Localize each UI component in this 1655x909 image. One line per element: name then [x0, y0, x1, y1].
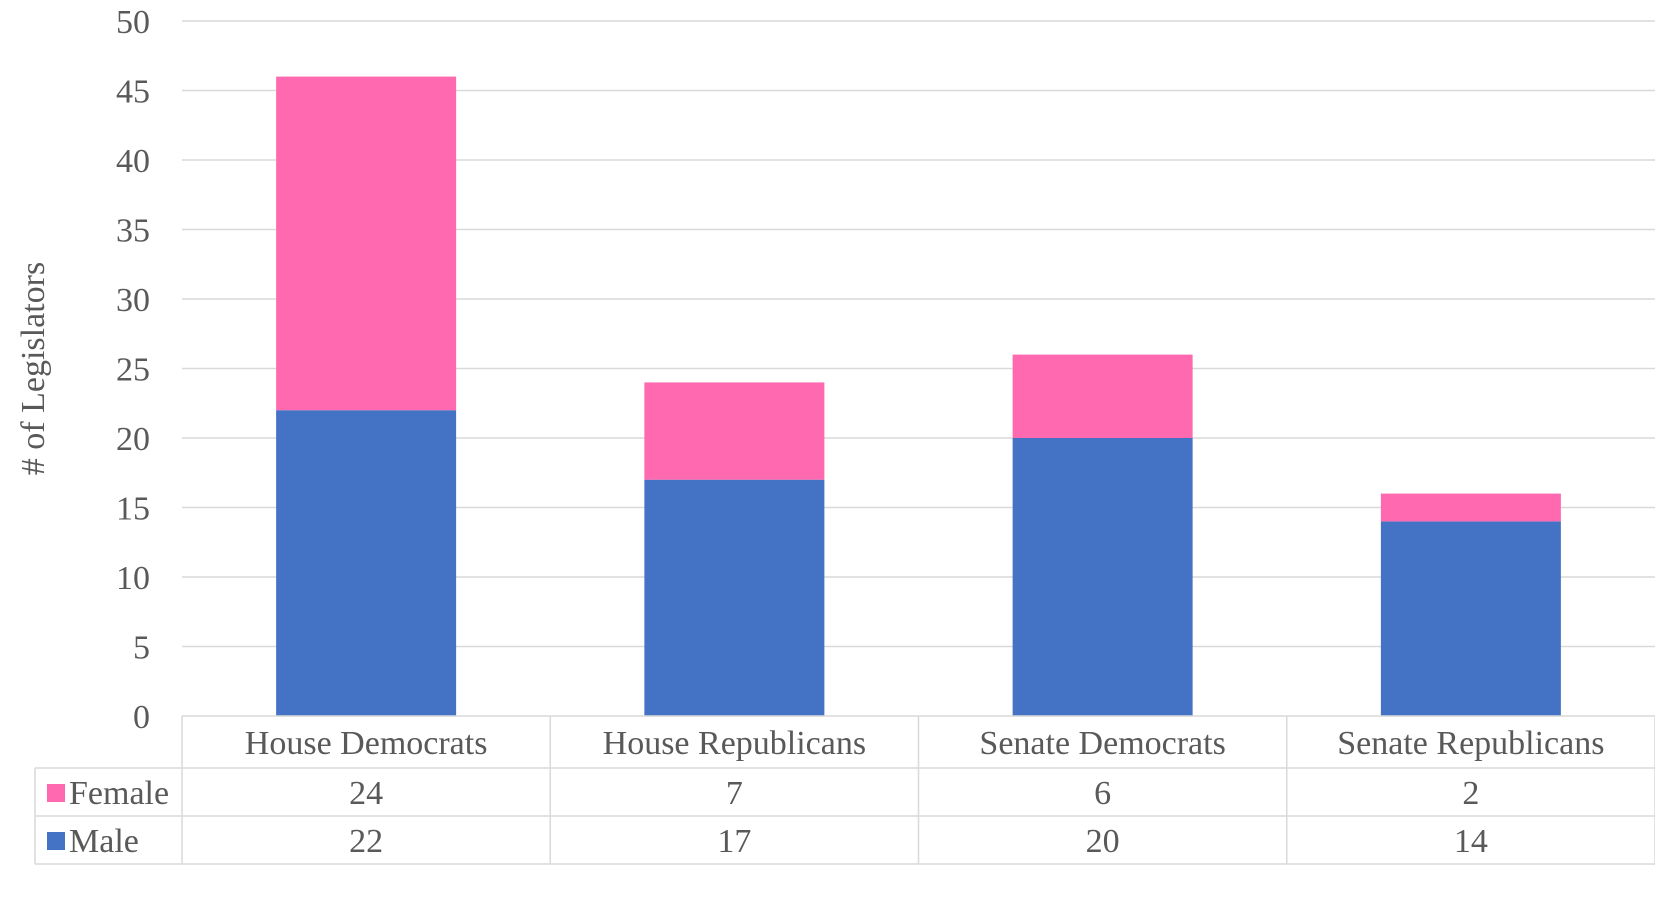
bars [276, 76, 1561, 716]
x-category-label: Senate Democrats [979, 725, 1225, 762]
y-tick-label: 35 [116, 213, 150, 250]
data-label: 24 [349, 775, 383, 812]
y-tick-label: 40 [116, 143, 150, 180]
y-axis-ticks: 0 5 10 15 20 25 30 35 40 45 50 [116, 4, 150, 736]
data-label: 17 [717, 823, 751, 860]
legend-key-female [47, 784, 65, 802]
bar-male-3 [1380, 521, 1561, 716]
bar-female-2 [1012, 354, 1193, 438]
y-tick-label: 15 [116, 491, 150, 528]
y-tick-label: 5 [133, 630, 150, 667]
data-label: 14 [1454, 823, 1488, 860]
bar-female-3 [1380, 493, 1561, 522]
legend-label: Female [69, 775, 169, 812]
x-category-label: House Democrats [245, 725, 488, 762]
y-tick-label: 0 [133, 699, 150, 736]
bar-male-2 [1012, 438, 1193, 716]
data-label: 22 [349, 823, 383, 860]
bar-male-0 [276, 410, 457, 716]
data-label: 6 [1094, 775, 1111, 812]
y-tick-label: 45 [116, 74, 150, 111]
legend-key-male [47, 832, 65, 850]
bar-male-1 [644, 479, 825, 716]
y-tick-label: 25 [116, 352, 150, 389]
legend-label: Male [69, 823, 139, 860]
x-category-label: House Republicans [603, 725, 866, 762]
data-label: 7 [726, 775, 743, 812]
data-table: House Democrats House Republicans Senate D… [34, 715, 1655, 865]
bar-female-0 [276, 76, 457, 411]
bar-female-1 [644, 382, 825, 480]
data-label: 20 [1086, 823, 1120, 860]
y-tick-label: 10 [116, 560, 150, 597]
y-axis-title: # of Legislators [15, 262, 52, 475]
y-tick-label: 30 [116, 282, 150, 319]
x-category-label: Senate Republicans [1337, 725, 1604, 762]
y-tick-label: 50 [116, 4, 150, 41]
data-label: 2 [1462, 775, 1479, 812]
y-tick-label: 20 [116, 421, 150, 458]
